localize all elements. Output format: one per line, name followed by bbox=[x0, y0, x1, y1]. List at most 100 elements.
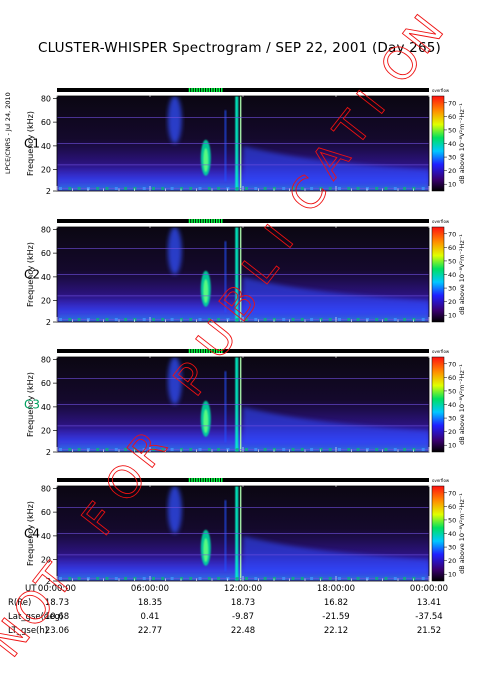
spectrogram-image bbox=[57, 486, 429, 581]
y-axis-label: Frequency (kHz) bbox=[26, 242, 35, 307]
colorbar-tick-label: 40 bbox=[448, 401, 456, 409]
spectrogram-image bbox=[57, 357, 429, 452]
y-tick-label: 80 bbox=[41, 484, 51, 493]
colorbar-label: dB above 10⁻⁸V²m⁻²Hz⁻¹ bbox=[458, 364, 466, 445]
y-tick-label: 20 bbox=[41, 166, 51, 175]
panel-name-label: C4 bbox=[24, 527, 40, 541]
ephemeris-value: 13.41 bbox=[417, 598, 441, 608]
overflow-label: overflow bbox=[432, 478, 450, 483]
panel-name-label: C3 bbox=[24, 398, 40, 412]
colorbar-tick-label: 60 bbox=[448, 374, 456, 382]
colorbar-tick-label: 60 bbox=[448, 113, 456, 121]
colorbar-tick-label: 30 bbox=[448, 415, 456, 423]
y-tick-label: 2 bbox=[46, 187, 51, 196]
ephemeris-value: 22.48 bbox=[231, 626, 255, 636]
colorbar-tick-label: 40 bbox=[448, 271, 456, 279]
colorbar: 10 20 30 40 50 60 70 dB above 10⁻⁸V²m⁻²Hz⁻¹ bbox=[431, 356, 466, 453]
overflow-label: overflow bbox=[432, 349, 450, 354]
ephemeris-row: UT 00:00:00 06:00:00 12:00:00 18:00:00 00:00:… bbox=[25, 584, 448, 594]
ephemeris-value: 18.73 bbox=[231, 598, 255, 608]
y-tick-label: 2 bbox=[46, 577, 51, 586]
spectrogram-image bbox=[57, 227, 429, 322]
y-tick-label: 20 bbox=[41, 556, 51, 565]
ephemeris-row: R(Re) 18.73 18.35 18.73 16.82 13.41 bbox=[8, 598, 441, 608]
colorbar-ramp bbox=[431, 95, 445, 192]
colorbar-tick-label: 70 bbox=[448, 99, 456, 107]
y-tick-label: 20 bbox=[41, 427, 51, 436]
colorbar-tick-label: 50 bbox=[448, 126, 456, 134]
colorbar-tick-label: 10 bbox=[448, 312, 456, 320]
y-tick-label: 60 bbox=[41, 379, 51, 388]
ephemeris-value: 0.41 bbox=[141, 612, 160, 622]
ephemeris-value: -21.59 bbox=[322, 612, 349, 622]
colorbar-tick-label: 50 bbox=[448, 387, 456, 395]
colorbar-tick-label: 10 bbox=[448, 442, 456, 450]
colorbar-tick-label: 30 bbox=[448, 154, 456, 162]
overflow-label: overflow bbox=[432, 88, 450, 93]
ephemeris-value: 22.77 bbox=[138, 626, 162, 636]
chart-title: CLUSTER-WHISPER Spectrogram / SEP 22, 20… bbox=[38, 40, 441, 56]
colorbar-tick-label: 20 bbox=[448, 428, 456, 436]
y-axis-label: Frequency (kHz) bbox=[26, 372, 35, 437]
colorbar-tick-label: 70 bbox=[448, 489, 456, 497]
ephemeris-row: LT_gse(h)23.06 22.77 22.48 22.12 21.52 bbox=[8, 626, 441, 636]
colorbar-tick-label: 40 bbox=[448, 140, 456, 148]
ephemeris-value: 16.82 bbox=[324, 598, 348, 608]
ephemeris-row: Lat_gse(deg)10.68 0.41 -9.87 -21.59 -37.54 bbox=[8, 612, 443, 622]
ephemeris-value: 23.06 bbox=[45, 626, 69, 636]
ephemeris-value: -37.54 bbox=[415, 612, 442, 622]
y-tick-label: 80 bbox=[41, 225, 51, 234]
status-bar: overflow bbox=[57, 478, 450, 483]
ephemeris-value: 18.73 bbox=[45, 598, 69, 608]
colorbar-tick-label: 70 bbox=[448, 230, 456, 238]
colorbar-tick-label: 50 bbox=[448, 516, 456, 524]
ephemeris-row-label: LT_gse(h) bbox=[8, 626, 48, 636]
status-bar: overflow bbox=[57, 219, 450, 224]
y-tick-label: 40 bbox=[41, 273, 51, 282]
panel-c2: overflow 2 20 40 60 80 Frequency (kHz)C2 10 20 30… bbox=[24, 219, 466, 327]
y-tick-label: 2 bbox=[46, 448, 51, 457]
colorbar-ramp bbox=[431, 226, 445, 323]
colorbar: 10 20 30 40 50 60 70 dB above 10⁻⁸V²m⁻²Hz⁻¹ bbox=[431, 485, 466, 582]
colorbar-tick-label: 30 bbox=[448, 544, 456, 552]
colorbar-ramp bbox=[431, 356, 445, 453]
ephemeris-value: 21.52 bbox=[417, 626, 441, 636]
colorbar-tick-label: 20 bbox=[448, 557, 456, 565]
panel-name-label: C1 bbox=[24, 137, 40, 151]
panel-name-label: C2 bbox=[24, 268, 40, 282]
ephemeris-row-label: R(Re) bbox=[8, 598, 31, 608]
colorbar-tick-label: 20 bbox=[448, 298, 456, 306]
colorbar-tick-label: 20 bbox=[448, 167, 456, 175]
overflow-label: overflow bbox=[432, 219, 450, 224]
y-tick-label: 80 bbox=[41, 94, 51, 103]
y-axis-label: Frequency (kHz) bbox=[26, 111, 35, 176]
y-tick-label: 40 bbox=[41, 142, 51, 151]
ephemeris-value: -9.87 bbox=[232, 612, 254, 622]
panel-c4: overflow 2 20 40 60 80 Frequency (kHz)C4 10 20 30… bbox=[24, 478, 466, 586]
colorbar-label: dB above 10⁻⁸V²m⁻²Hz⁻¹ bbox=[458, 493, 466, 574]
colorbar-label: dB above 10⁻⁸V²m⁻²Hz⁻¹ bbox=[458, 234, 466, 315]
y-tick-label: 60 bbox=[41, 508, 51, 517]
colorbar-tick-label: 10 bbox=[448, 571, 456, 579]
ephemeris-value: 12:00:00 bbox=[224, 584, 262, 594]
ephemeris-value: 22.12 bbox=[324, 626, 348, 636]
panel-c1: overflow 2 20 40 60 80 Frequency (kHz)C1 10 20 30… bbox=[24, 88, 466, 196]
colorbar-tick-label: 70 bbox=[448, 360, 456, 368]
colorbar-label: dB above 10⁻⁸V²m⁻²Hz⁻¹ bbox=[458, 103, 466, 184]
colorbar-tick-label: 60 bbox=[448, 244, 456, 252]
colorbar-tick-label: 50 bbox=[448, 257, 456, 265]
y-tick-label: 40 bbox=[41, 532, 51, 541]
ephemeris-row-label: Lat_gse(deg) bbox=[8, 612, 63, 622]
colorbar-tick-label: 40 bbox=[448, 530, 456, 538]
y-axis-label: Frequency (kHz) bbox=[26, 501, 35, 566]
y-tick-label: 20 bbox=[41, 297, 51, 306]
ephemeris-value: 18:00:00 bbox=[317, 584, 355, 594]
y-tick-label: 60 bbox=[41, 118, 51, 127]
ephemeris-row-label: UT bbox=[25, 584, 37, 594]
ephemeris-value: 06:00:00 bbox=[131, 584, 169, 594]
status-bar: overflow bbox=[57, 349, 450, 354]
colorbar-ramp bbox=[431, 485, 445, 582]
ephemeris-value: 10.68 bbox=[45, 612, 69, 622]
colorbar: 10 20 30 40 50 60 70 dB above 10⁻⁸V²m⁻²Hz⁻¹ bbox=[431, 226, 466, 323]
